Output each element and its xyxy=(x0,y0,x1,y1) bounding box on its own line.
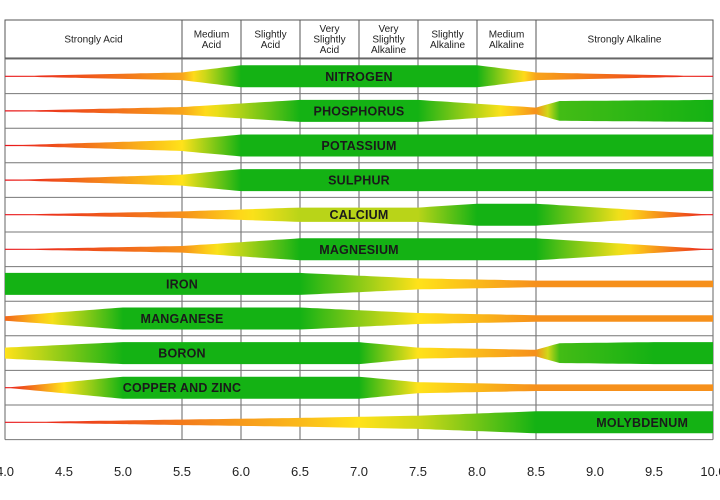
nutrient-label: PHOSPHORUS xyxy=(314,104,405,118)
header-zone-label: Alkaline xyxy=(371,45,406,56)
x-tick-label: 8.0 xyxy=(468,464,486,479)
header-zone-cell xyxy=(358,19,419,59)
nutrient-band: MAGNESIUM xyxy=(5,238,713,261)
header-zone: Strongly Acid xyxy=(4,19,183,59)
nutrient-label: SULPHUR xyxy=(328,174,390,188)
nutrient-band-shape xyxy=(5,411,713,434)
header-zone-label: Acid xyxy=(202,40,221,51)
nutrient-label: BORON xyxy=(158,347,206,361)
header-zone: Strongly Alkaline xyxy=(535,19,714,59)
nutrient-band: MANGANESE xyxy=(5,307,713,330)
nutrient-label: MAGNESIUM xyxy=(319,243,399,257)
header-zone-label: Medium xyxy=(489,29,525,40)
nutrient-band-shape xyxy=(5,342,713,365)
x-tick-label: 8.5 xyxy=(527,464,545,479)
x-tick-label: 5.0 xyxy=(114,464,132,479)
nutrient-band-shape xyxy=(5,169,713,192)
x-tick-label: 6.5 xyxy=(291,464,309,479)
nutrient-label: NITROGEN xyxy=(325,70,393,84)
x-tick-label: 4.5 xyxy=(55,464,73,479)
nutrient-band: SULPHUR xyxy=(5,169,713,192)
header-zone-cell xyxy=(299,19,360,59)
nutrient-label: MANGANESE xyxy=(140,312,223,326)
nutrient-band-shape xyxy=(5,65,713,88)
header-zone-label: Slightly xyxy=(431,29,463,40)
header-zone-label: Strongly Alkaline xyxy=(588,35,662,46)
header-zone-label: Alkaline xyxy=(430,40,465,51)
header-zone-label: Slightly xyxy=(254,29,286,40)
header-zone-label: Very xyxy=(378,24,398,35)
header-zone-cell xyxy=(417,19,478,59)
nutrient-band-shape xyxy=(5,99,713,122)
ph-zone-header: Strongly Acid MediumAcidSlightlyAcidVeryS… xyxy=(4,19,714,59)
nutrient-band-shape xyxy=(5,134,713,157)
nutrient-band-shape xyxy=(5,238,713,261)
nutrient-band: COPPER AND ZINC xyxy=(5,376,713,399)
header-zone-label: Acid xyxy=(320,45,339,56)
nutrient-band-shape xyxy=(5,307,713,330)
nutrient-band: CALCIUM xyxy=(5,203,713,226)
nutrient-bands: NITROGEN PHOSPHORUS POTASSIUM SULPHUR CALCIU… xyxy=(5,65,713,434)
nutrient-band-shape xyxy=(5,376,713,399)
x-axis-ticks: 4.0 4.5 5.0 5.5 6.0 6.5 7.0 7.5 8.0 8.5 9.0 9.5 10.0 xyxy=(0,464,720,479)
x-tick-label: 10.0 xyxy=(700,464,720,479)
nutrient-label: MOLYBDENUM xyxy=(596,416,688,430)
nutrient-band: BORON xyxy=(5,342,713,365)
nutrient-band: IRON xyxy=(5,272,713,295)
nutrient-label: CALCIUM xyxy=(329,208,388,222)
header-zone-label: Slightly xyxy=(372,35,404,46)
x-tick-label: 9.0 xyxy=(586,464,604,479)
nutrient-band: PHOSPHORUS xyxy=(5,99,713,122)
nutrient-label: COPPER AND ZINC xyxy=(123,381,242,395)
nutrient-band: POTASSIUM xyxy=(5,134,713,157)
header-zone-cell xyxy=(240,19,301,59)
x-tick-label: 4.0 xyxy=(0,464,14,479)
nutrient-band-shape xyxy=(5,272,713,295)
x-tick-label: 7.5 xyxy=(409,464,427,479)
nutrient-label: POTASSIUM xyxy=(321,139,396,153)
header-zone-cell xyxy=(535,19,714,59)
header-zone-label: Strongly Acid xyxy=(64,35,122,46)
nutrient-band: MOLYBDENUM xyxy=(5,411,713,434)
x-tick-label: 6.0 xyxy=(232,464,250,479)
x-tick-label: 7.0 xyxy=(350,464,368,479)
header-zone-label: Acid xyxy=(261,40,280,51)
header-zone-label: Medium xyxy=(194,29,230,40)
x-tick-label: 5.5 xyxy=(173,464,191,479)
header-zone-label: Alkaline xyxy=(489,40,524,51)
nutrient-band-shape xyxy=(5,203,713,226)
header-zone-label: Very xyxy=(319,24,339,35)
x-tick-label: 9.5 xyxy=(645,464,663,479)
nutrient-band: NITROGEN xyxy=(5,65,713,88)
header-zone-label: Slightly xyxy=(313,35,345,46)
nutrient-label: IRON xyxy=(166,277,198,291)
